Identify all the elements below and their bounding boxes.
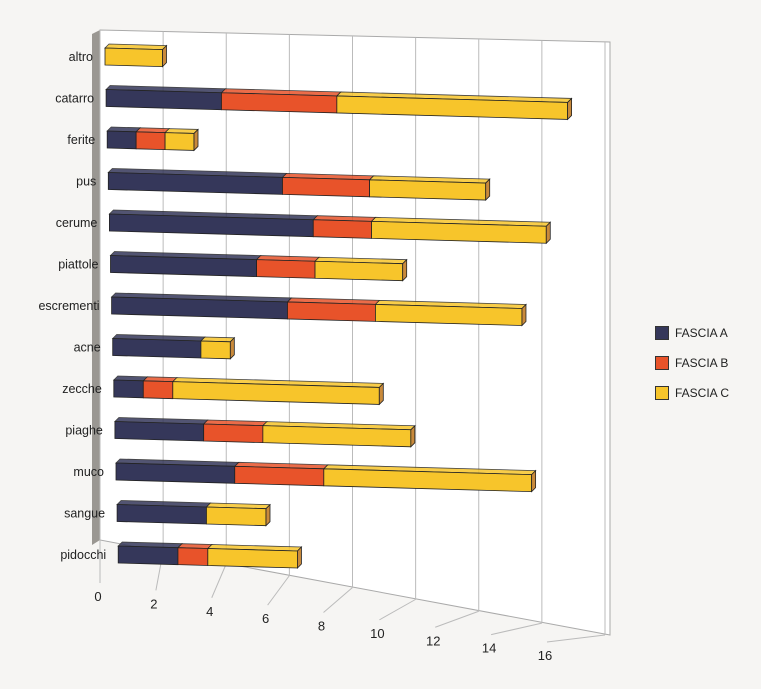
category-label: catarro xyxy=(55,92,94,106)
floor-gridline xyxy=(491,622,542,636)
bar-end-cap xyxy=(410,424,416,448)
legend-swatch-b xyxy=(655,356,669,370)
legend-item-c: FASCIA C xyxy=(655,378,729,408)
category-label: ferite xyxy=(67,133,95,147)
floor-gridline xyxy=(379,598,416,621)
bar-end-cap xyxy=(265,503,271,527)
bar-end-cap xyxy=(521,303,527,327)
legend-item-a: FASCIA A xyxy=(655,318,729,348)
bar-segment-fascia-c xyxy=(262,425,412,448)
x-tick-label: 2 xyxy=(150,596,157,611)
category-label: piattole xyxy=(58,258,98,272)
category-label: pus xyxy=(76,175,96,189)
category-label: pidocchi xyxy=(60,548,106,562)
bar-end-cap xyxy=(378,382,384,406)
x-tick-label: 8 xyxy=(318,619,325,634)
bar-segment-fascia-a xyxy=(113,379,144,399)
legend: FASCIA A FASCIA B FASCIA C xyxy=(655,318,729,408)
floor-gridline xyxy=(435,610,479,628)
bar-segment-fascia-c xyxy=(206,506,267,527)
bar-segment-fascia-b xyxy=(177,547,209,566)
category-label: zecche xyxy=(62,382,102,396)
bar-end-cap xyxy=(545,221,551,245)
legend-swatch-c xyxy=(655,386,669,400)
bar-segment-fascia-c xyxy=(369,179,487,201)
x-tick-label: 6 xyxy=(262,611,269,626)
bar-end-cap xyxy=(297,546,302,569)
bar-end-cap xyxy=(485,178,491,202)
bar-segment-fascia-a xyxy=(105,89,222,111)
side-wall xyxy=(92,30,100,545)
category-label: muco xyxy=(73,465,104,479)
bar-segment-fascia-b xyxy=(203,423,264,444)
bar-segment-fascia-c xyxy=(207,548,298,569)
bar-end-cap xyxy=(531,469,537,493)
legend-swatch-a xyxy=(655,326,669,340)
bar-segment-fascia-a xyxy=(117,545,179,566)
x-tick-label: 12 xyxy=(426,633,440,648)
legend-label-b: FASCIA B xyxy=(675,356,729,370)
bar-segment-fascia-b xyxy=(234,465,325,487)
bar-segment-fascia-a xyxy=(116,504,207,525)
category-label: altro xyxy=(69,50,93,64)
bar-segment-fascia-a xyxy=(110,255,257,278)
x-tick-label: 0 xyxy=(94,589,101,604)
legend-item-b: FASCIA B xyxy=(655,348,729,378)
category-label: acne xyxy=(74,341,101,355)
bar-end-cap xyxy=(402,258,408,282)
x-tick-label: 16 xyxy=(538,648,552,663)
stacked-bar-chart: 0 2 4 6 8 10 12 14 16 altro catarro ferite pus cerume… xyxy=(38,29,611,663)
bar-segment-fascia-c xyxy=(164,132,195,151)
bar-end-cap xyxy=(193,128,199,152)
bar-segment-fascia-c xyxy=(200,340,231,360)
floor-gridline xyxy=(267,575,290,606)
bar-segment-fascia-c xyxy=(314,260,404,282)
bar-segment-fascia-b xyxy=(312,219,372,239)
bar-segment-fascia-c xyxy=(375,303,523,326)
bar-end-cap xyxy=(162,44,167,68)
category-label: cerume xyxy=(56,216,98,230)
bar-segment-fascia-a xyxy=(112,338,202,359)
legend-label-a: FASCIA A xyxy=(675,326,728,340)
category-label: piaghe xyxy=(65,424,103,438)
x-tick-label: 4 xyxy=(206,604,213,619)
bar-segment-fascia-b xyxy=(282,176,370,198)
bar-end-cap xyxy=(229,336,235,360)
bar-segment-fascia-b xyxy=(256,259,316,279)
bar-segment-fascia-b xyxy=(142,380,174,400)
bar-end-cap xyxy=(567,97,572,121)
bar-segment-fascia-a xyxy=(115,462,236,484)
floor-gridline xyxy=(211,563,227,598)
bar-segment-fascia-b xyxy=(221,92,338,114)
category-label: sangue xyxy=(64,507,105,521)
x-tick-label: 10 xyxy=(370,626,384,641)
x-tick-label: 14 xyxy=(482,641,496,656)
bar-segment-fascia-b xyxy=(287,301,376,322)
floor-gridline xyxy=(546,634,606,643)
category-label: escrementi xyxy=(38,299,99,313)
bar-segment-fascia-a xyxy=(114,421,205,442)
bar-segment-fascia-b xyxy=(135,131,166,151)
bar-segment-fascia-a xyxy=(106,130,137,150)
bar-segment-fascia-c xyxy=(104,47,163,68)
legend-label-c: FASCIA C xyxy=(675,386,730,400)
floor-gridline xyxy=(323,587,353,613)
